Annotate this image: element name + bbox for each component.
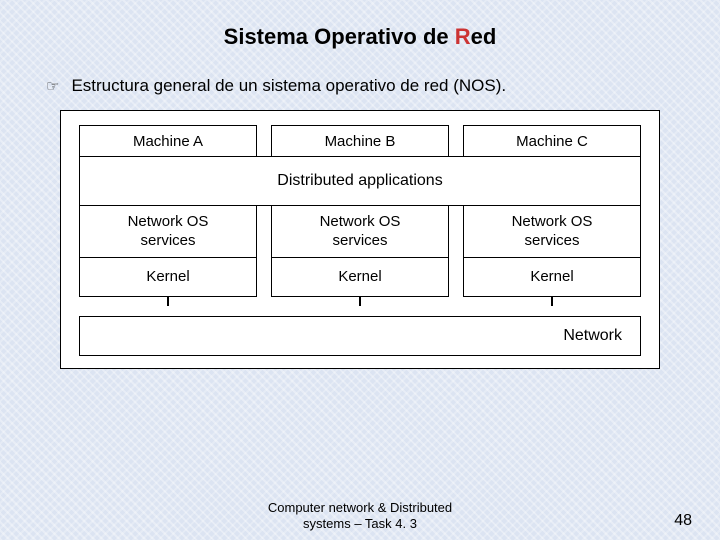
- connector-line: [167, 296, 169, 306]
- machine-label: Machine C: [463, 125, 641, 159]
- kernel-box: Kernel: [271, 257, 449, 297]
- bullet-item: ☞ Estructura general de un sistema opera…: [46, 76, 680, 96]
- slide-footer: Computer network & Distributed systems –…: [0, 500, 720, 533]
- network-os-services: Network OSservices: [463, 205, 641, 259]
- connector-line: [551, 296, 553, 306]
- title-part-1: Sistema Operativo de: [224, 24, 455, 49]
- network-os-services: Network OSservices: [79, 205, 257, 259]
- kernel-box: Kernel: [79, 257, 257, 297]
- connector-line: [359, 296, 361, 306]
- footer-text: Computer network & Distributed systems –…: [268, 500, 452, 533]
- title-accent-letter: R: [455, 24, 471, 49]
- kernel-box: Kernel: [463, 257, 641, 297]
- title-part-2: ed: [471, 24, 497, 49]
- connector-lines: [79, 296, 641, 306]
- distributed-applications-layer: Distributed applications: [79, 156, 641, 206]
- bullet-text: Estructura general de un sistema operati…: [71, 76, 506, 96]
- footer-line-2: systems – Task 4. 3: [303, 516, 417, 531]
- network-os-services: Network OSservices: [271, 205, 449, 259]
- slide-title: Sistema Operativo de Red: [40, 24, 680, 50]
- machine-labels-row: Machine A Machine B Machine C: [79, 125, 641, 158]
- nos-diagram: Machine A Machine B Machine C Distribute…: [60, 110, 660, 369]
- page-number: 48: [674, 512, 692, 530]
- network-layer: Network: [79, 316, 641, 356]
- footer-line-1: Computer network & Distributed: [268, 500, 452, 515]
- slide: Sistema Operativo de Red ☞ Estructura ge…: [0, 0, 720, 540]
- machine-label: Machine B: [271, 125, 449, 159]
- machine-label: Machine A: [79, 125, 257, 159]
- services-kernel-row: Network OSservices Kernel Network OSserv…: [79, 205, 641, 298]
- pointing-hand-icon: ☞: [46, 79, 59, 94]
